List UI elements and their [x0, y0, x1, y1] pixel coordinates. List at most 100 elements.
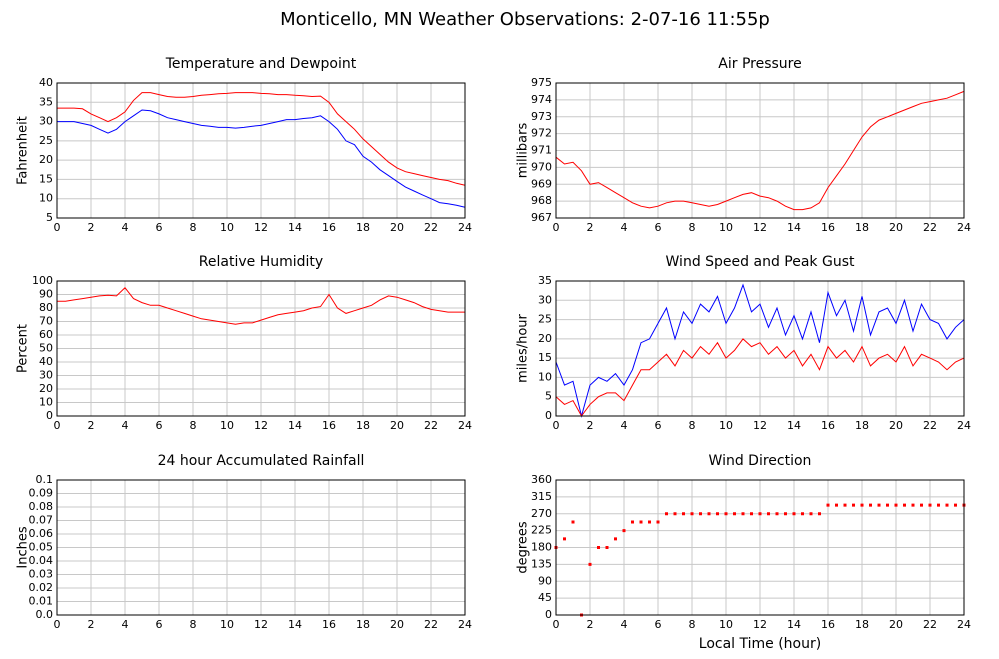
x-tick-label: 14: [288, 618, 302, 631]
x-tick-label: 12: [753, 419, 767, 432]
y-tick-label: 45: [538, 591, 552, 604]
x-tick-label: 22: [424, 419, 438, 432]
x-tick-label: 8: [689, 419, 696, 432]
y-tick-label: 30: [538, 293, 552, 306]
data-point: [588, 562, 592, 566]
x-tick-label: 22: [923, 618, 937, 631]
chart-title: Air Pressure: [718, 56, 801, 72]
data-point: [911, 503, 915, 507]
x-tick-label: 0: [54, 419, 61, 432]
x-tick-label: 8: [190, 221, 197, 234]
data-line: [57, 109, 466, 208]
y-tick-label: 270: [531, 507, 552, 520]
x-tick-label: 10: [220, 221, 234, 234]
x-tick-label: 20: [390, 221, 404, 234]
data-point: [656, 520, 660, 524]
data-line: [57, 92, 466, 186]
data-point: [843, 503, 847, 507]
data-point: [750, 512, 753, 516]
y-tick-label: 0: [545, 608, 552, 621]
x-tick-label: 6: [156, 618, 163, 631]
y-tick-label: 0.09: [29, 487, 54, 500]
y-tick-label: 973: [531, 110, 552, 123]
y-tick-label: 0.05: [29, 541, 54, 554]
y-tick-label: 180: [531, 541, 552, 554]
y-tick-label: 25: [538, 313, 552, 326]
data-point: [792, 512, 796, 516]
x-tick-label: 20: [889, 221, 903, 234]
x-tick-label: 4: [621, 618, 628, 631]
data-point: [724, 512, 728, 516]
y-tick-label: 20: [39, 382, 53, 395]
plot-frame: [555, 82, 965, 219]
y-tick-label: 967: [531, 211, 552, 224]
x-tick-label: 6: [655, 221, 662, 234]
x-tick-label: 14: [787, 618, 801, 631]
x-tick-label: 2: [587, 618, 594, 631]
data-line: [57, 287, 465, 325]
data-point: [835, 503, 838, 507]
y-tick-label: 0: [545, 409, 552, 422]
data-point: [869, 503, 872, 507]
x-tick-label: 4: [122, 221, 129, 234]
x-tick-label: 4: [621, 419, 628, 432]
data-point: [886, 503, 889, 507]
x-tick-label: 24: [957, 419, 971, 432]
data-point: [826, 503, 830, 507]
x-tick-label: 6: [156, 221, 163, 234]
x-tick-label: 4: [122, 618, 129, 631]
data-point: [733, 512, 736, 516]
x-tick-label: 16: [322, 419, 336, 432]
y-axis-label: Inches: [16, 526, 31, 568]
x-tick-label: 12: [753, 221, 767, 234]
plot-frame: [56, 82, 466, 219]
chart-title: 24 hour Accumulated Rainfall: [158, 453, 365, 469]
x-tick-label: 24: [957, 618, 971, 631]
data-point: [784, 512, 787, 516]
x-tick-label: 14: [787, 221, 801, 234]
data-point: [605, 546, 609, 549]
data-point: [767, 512, 770, 516]
x-tick-label: 14: [787, 419, 801, 432]
data-point: [673, 512, 677, 516]
data-point: [571, 520, 575, 524]
x-axis-label: Local Time (hour): [699, 636, 821, 652]
x-tick-label: 24: [957, 221, 971, 234]
y-tick-label: 15: [39, 172, 53, 185]
x-tick-label: 18: [855, 221, 869, 234]
y-axis-label: miles/hour: [516, 313, 531, 382]
data-point: [894, 503, 898, 507]
x-tick-label: 4: [621, 221, 628, 234]
x-tick-label: 16: [821, 419, 835, 432]
x-tick-label: 10: [220, 618, 234, 631]
x-tick-label: 22: [923, 419, 937, 432]
y-tick-label: 0.07: [29, 514, 54, 527]
x-tick-label: 16: [821, 618, 835, 631]
data-point: [597, 546, 600, 549]
data-point: [741, 512, 745, 516]
x-tick-label: 22: [424, 221, 438, 234]
y-tick-label: 10: [538, 370, 552, 383]
y-tick-label: 30: [39, 115, 53, 128]
x-tick-label: 12: [254, 221, 268, 234]
x-tick-label: 16: [821, 221, 835, 234]
y-tick-label: 0.02: [29, 581, 54, 594]
x-tick-label: 0: [54, 618, 61, 631]
x-tick-label: 16: [322, 221, 336, 234]
x-tick-label: 2: [587, 221, 594, 234]
data-point: [903, 503, 906, 507]
y-tick-label: 0: [46, 409, 53, 422]
y-tick-label: 135: [531, 557, 552, 570]
x-tick-label: 6: [156, 419, 163, 432]
x-tick-label: 2: [587, 419, 594, 432]
y-tick-label: 90: [538, 574, 552, 587]
y-tick-label: 972: [531, 127, 552, 140]
data-point: [852, 503, 855, 507]
x-tick-label: 20: [390, 419, 404, 432]
chart-title: Wind Direction: [709, 453, 812, 469]
data-point: [631, 520, 634, 524]
chart-title: Wind Speed and Peak Gust: [666, 254, 855, 270]
y-tick-label: 40: [39, 355, 53, 368]
x-tick-label: 10: [220, 419, 234, 432]
data-line: [555, 90, 965, 211]
